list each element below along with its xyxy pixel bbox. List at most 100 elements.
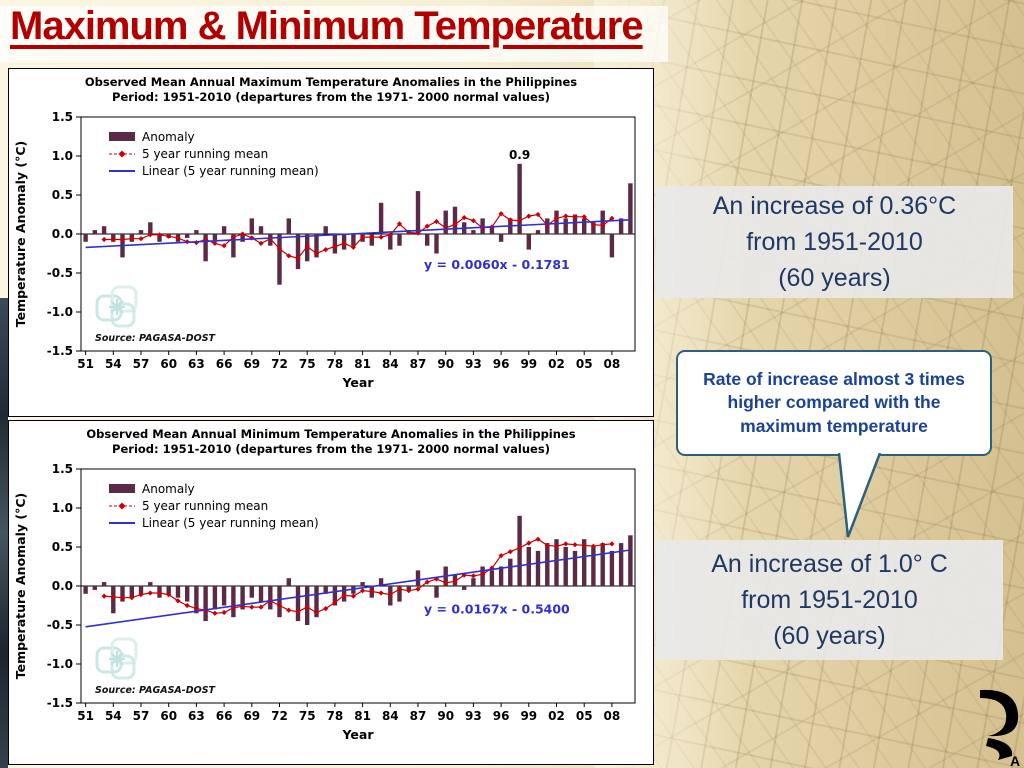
svg-text:78: 78: [327, 357, 344, 371]
svg-text:81: 81: [354, 709, 371, 723]
min-temp-chart-panel: Observed Mean Annual Minimum Temperature…: [8, 420, 654, 765]
svg-text:0.5: 0.5: [52, 188, 73, 202]
svg-text:0.0: 0.0: [52, 227, 73, 241]
svg-text:75: 75: [299, 357, 316, 371]
trend-equation: y = 0.0167x - 0.5400: [424, 601, 570, 616]
svg-text:69: 69: [243, 709, 260, 723]
rate-note-text: Rate of increase almost 3 times higher c…: [703, 368, 965, 436]
svg-text:08: 08: [604, 357, 621, 371]
left-photo-strip: [0, 298, 8, 768]
svg-text:Linear (5 year running mean): Linear (5 year running mean): [142, 516, 319, 530]
trend-line: [85, 218, 631, 249]
trend-line: [85, 549, 631, 628]
svg-text:02: 02: [548, 709, 565, 723]
min-temp-chart: -1.5 -1.0 -0.5 0.0 0.5 1.0 1.5 51 54 57 60 63 66 69 72…: [13, 462, 636, 742]
page-title: Maximum & Minimum Temperature: [10, 4, 644, 48]
svg-text:78: 78: [327, 709, 344, 723]
svg-text:1.0: 1.0: [52, 149, 73, 163]
svg-text:96: 96: [493, 357, 510, 371]
svg-text:75: 75: [299, 709, 316, 723]
svg-text:90: 90: [437, 357, 454, 371]
svg-text:90: 90: [437, 709, 454, 723]
peak-label: 0.9: [509, 148, 530, 162]
svg-text:57: 57: [133, 357, 150, 371]
corner-logo: A: [980, 689, 1020, 768]
x-axis-title: Year: [342, 375, 375, 390]
svg-text:60: 60: [160, 357, 177, 371]
corner-logo-shape-top: [980, 689, 1019, 737]
svg-text:99: 99: [520, 709, 537, 723]
y-axis-title: Temperature Anomaly (°C): [13, 493, 28, 680]
svg-text:08: 08: [604, 709, 621, 723]
svg-text:66: 66: [216, 357, 233, 371]
anomaly-bars: [83, 163, 633, 285]
svg-text:0.0: 0.0: [52, 579, 73, 593]
svg-text:-1.0: -1.0: [47, 657, 73, 671]
svg-text:Anomaly: Anomaly: [142, 482, 195, 496]
min-increase-line2: from 1951-2010: [741, 585, 918, 614]
min-increase-callout: An increase of 1.0° C from 1951-2010 (60…: [656, 540, 1003, 660]
svg-text:63: 63: [188, 357, 205, 371]
max-chart-title: Observed Mean Annual Maximum Temperature…: [9, 75, 653, 105]
min-chart-title: Observed Mean Annual Minimum Temperature…: [9, 427, 653, 457]
svg-text:99: 99: [520, 357, 537, 371]
svg-text:02: 02: [548, 357, 565, 371]
svg-text:0.5: 0.5: [52, 540, 73, 554]
svg-text:-1.5: -1.5: [47, 696, 73, 710]
svg-text:5 year running mean: 5 year running mean: [142, 147, 268, 161]
legend: Anomaly 5 year running mean Linear (5 year…: [109, 482, 319, 530]
max-increase-line2: from 1951-2010: [746, 227, 923, 256]
corner-logo-shape-bottom: [986, 738, 1013, 760]
svg-text:1.5: 1.5: [52, 110, 73, 124]
max-chart-title-line2: Period: 1951-2010 (departures from the 1…: [112, 89, 550, 104]
svg-text:63: 63: [188, 709, 205, 723]
max-temp-chart-panel: Observed Mean Annual Maximum Temperature…: [8, 68, 654, 417]
svg-text:Anomaly: Anomaly: [142, 130, 195, 144]
title-background: [0, 6, 668, 62]
svg-text:84: 84: [382, 357, 399, 371]
svg-text:05: 05: [576, 709, 593, 723]
max-temp-chart: -1.5 -1.0 -0.5 0.0 0.5 1.0 1.5 51 54 57 60 63 66 69 72…: [13, 110, 636, 390]
max-increase-callout: An increase of 0.36°C from 1951-2010 (60…: [656, 186, 1013, 298]
svg-text:87: 87: [410, 709, 427, 723]
y-axis-title: Temperature Anomaly (°C): [13, 141, 28, 328]
svg-text:66: 66: [216, 709, 233, 723]
svg-text:-1.0: -1.0: [47, 305, 73, 319]
rate-note-callout: Rate of increase almost 3 times higher c…: [676, 350, 992, 456]
svg-text:57: 57: [133, 709, 150, 723]
svg-text:96: 96: [493, 709, 510, 723]
svg-text:84: 84: [382, 709, 399, 723]
pagasa-watermark: [95, 285, 138, 328]
svg-text:51: 51: [77, 357, 94, 371]
max-chart-title-line1: Observed Mean Annual Maximum Temperature…: [84, 75, 578, 89]
pagasa-watermark: [95, 637, 138, 680]
svg-text:-0.5: -0.5: [47, 618, 73, 632]
legend: Anomaly 5 year running mean Linear (5 year…: [109, 130, 319, 178]
min-increase-line3: (60 years): [773, 622, 886, 651]
x-axis-title: Year: [342, 727, 375, 742]
svg-text:87: 87: [410, 357, 427, 371]
svg-text:1.5: 1.5: [52, 462, 73, 476]
svg-text:93: 93: [465, 357, 482, 371]
svg-text:81: 81: [354, 357, 371, 371]
svg-text:51: 51: [77, 709, 94, 723]
svg-text:54: 54: [105, 357, 122, 371]
rate-note-callout-tail: [838, 453, 882, 538]
max-increase-line1: An increase of 0.36°C: [712, 191, 957, 220]
min-chart-title-line2: Period: 1951-2010 (departures from the 1…: [112, 441, 550, 456]
source-note: Source: PAGASA-DOST: [95, 333, 217, 344]
svg-text:05: 05: [576, 357, 593, 371]
svg-text:1.0: 1.0: [52, 501, 73, 515]
source-note: Source: PAGASA-DOST: [95, 685, 217, 696]
min-increase-line1: An increase of 1.0° C: [711, 549, 948, 578]
min-chart-title-line1: Observed Mean Annual Minimum Temperature…: [86, 427, 576, 441]
svg-text:Linear (5 year running mean): Linear (5 year running mean): [142, 164, 319, 178]
svg-text:72: 72: [271, 357, 288, 371]
trend-equation: y = 0.0060x - 0.1781: [424, 257, 570, 272]
svg-text:69: 69: [243, 357, 260, 371]
svg-text:60: 60: [160, 709, 177, 723]
svg-text:5 year running mean: 5 year running mean: [142, 499, 268, 513]
svg-text:72: 72: [271, 709, 288, 723]
corner-logo-letter: A: [1010, 753, 1020, 768]
svg-text:93: 93: [465, 709, 482, 723]
